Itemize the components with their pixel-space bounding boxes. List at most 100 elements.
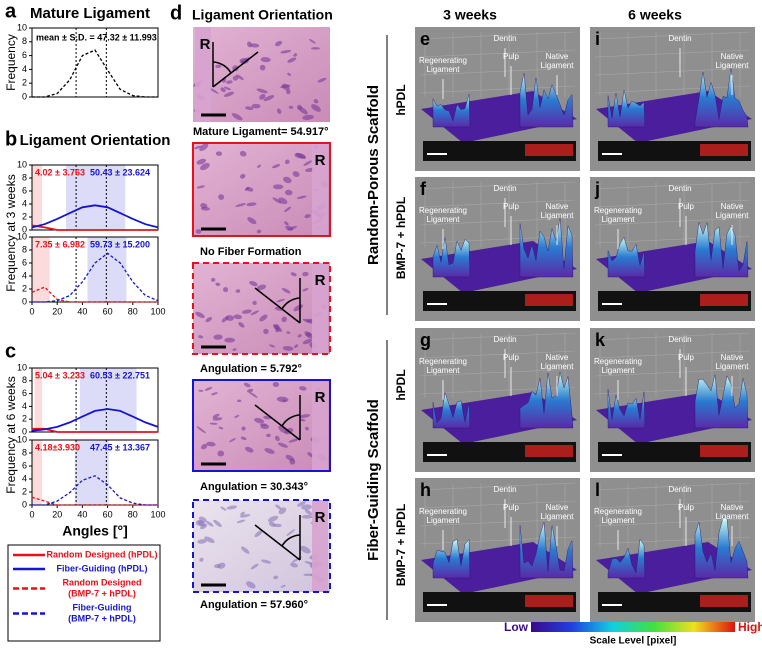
region-label: Regenerating <box>594 507 642 516</box>
surface-peak <box>607 90 646 128</box>
cell <box>290 272 297 277</box>
panel-letter: a <box>5 0 17 22</box>
cell <box>235 289 241 293</box>
region-label: Dentin <box>493 335 516 344</box>
root-marker: R <box>315 152 326 169</box>
cell <box>235 203 246 207</box>
cell <box>215 151 223 156</box>
colorbar <box>531 622 735 632</box>
region-label: Native <box>546 202 569 211</box>
wall-grid <box>419 217 576 226</box>
cell <box>311 104 321 112</box>
micrograph <box>193 27 330 122</box>
chart-title: Mature Ligament <box>30 5 150 22</box>
tissue <box>193 27 330 122</box>
cell <box>278 425 288 434</box>
cell <box>218 426 224 430</box>
plot-frame <box>31 236 159 303</box>
wall-grid <box>419 536 576 545</box>
cell <box>259 314 268 322</box>
root-surface <box>195 27 211 122</box>
panel-letter: h <box>420 480 431 500</box>
y-tick-label: 8 <box>22 36 27 46</box>
panel-letter: g <box>420 330 431 350</box>
wall-grid <box>419 31 576 40</box>
cell <box>223 86 231 91</box>
y-tick-label: 0 <box>22 224 27 234</box>
cell <box>248 391 258 398</box>
region-label: Ligament <box>716 211 750 220</box>
series-annotation: 50.43 ± 23.624 <box>90 167 150 177</box>
cell <box>232 75 239 81</box>
surface-peak <box>432 539 471 579</box>
y-tick-label: 10 <box>17 22 27 32</box>
cell <box>200 206 211 211</box>
cell <box>239 150 247 157</box>
curve <box>31 408 159 432</box>
panel-title: Ligament Orientation <box>192 7 333 23</box>
cell <box>277 442 288 448</box>
cell <box>226 505 238 510</box>
sd-band <box>74 440 109 505</box>
x-tick-label: 0 <box>29 306 34 316</box>
region-label: Pulp <box>678 503 695 512</box>
cell <box>305 332 312 337</box>
x-tick-label: 60 <box>103 306 113 316</box>
cell <box>250 310 259 316</box>
x-tick-label: 80 <box>128 509 138 519</box>
surface-plot <box>590 177 755 321</box>
cell <box>247 388 254 393</box>
cell <box>284 221 289 226</box>
cell <box>296 501 306 507</box>
cell <box>232 348 237 351</box>
y-axis-label: Frequency <box>4 34 18 91</box>
cell <box>288 105 294 109</box>
column-header: 3 weeks <box>443 7 497 23</box>
cell <box>212 417 223 421</box>
cell <box>195 311 205 319</box>
angle-arc <box>281 297 301 310</box>
region-label: Ligament <box>541 211 575 220</box>
region-label: Regenerating <box>419 507 467 516</box>
cell <box>302 271 309 277</box>
root-marker: R <box>315 509 326 526</box>
wall-grid <box>419 482 576 491</box>
cell <box>215 64 222 69</box>
y-tick-label: 0 <box>22 499 27 509</box>
root-surface <box>312 380 328 471</box>
cell <box>266 433 271 438</box>
wall-grid <box>594 332 751 341</box>
column-header: 6 weeks <box>628 7 682 23</box>
wall-grid <box>594 217 751 226</box>
fluorescence-signal <box>525 294 573 306</box>
cell <box>297 334 302 338</box>
cell <box>199 557 204 562</box>
fluorescence-signal <box>700 595 748 607</box>
micrograph-border <box>192 262 331 355</box>
region-label: Ligament <box>541 362 575 371</box>
region-label: Dentin <box>493 485 516 494</box>
surface-peak <box>432 392 471 429</box>
surface-plot <box>590 27 755 171</box>
wall-grid <box>594 31 751 40</box>
cell <box>237 399 242 403</box>
cell <box>282 346 294 351</box>
y-tick-label: 0 <box>22 296 27 306</box>
cell <box>239 514 251 518</box>
series-annotation: 47.45 ± 13.367 <box>90 442 150 452</box>
y-tick-label: 6 <box>22 460 27 470</box>
wall-grid <box>419 181 576 190</box>
region-label: Regenerating <box>419 357 467 366</box>
cell <box>275 504 282 510</box>
micrograph-caption: Angulation = 30.343° <box>200 481 308 493</box>
cell <box>292 171 300 178</box>
cell <box>302 318 314 324</box>
micrograph <box>192 499 331 593</box>
x-tick-label: 100 <box>150 306 165 316</box>
cell <box>313 99 319 104</box>
angle-arm <box>212 51 259 88</box>
colorbar-low: Low <box>504 620 529 634</box>
region-label: Pulp <box>678 353 695 362</box>
surface-peak <box>519 372 574 429</box>
